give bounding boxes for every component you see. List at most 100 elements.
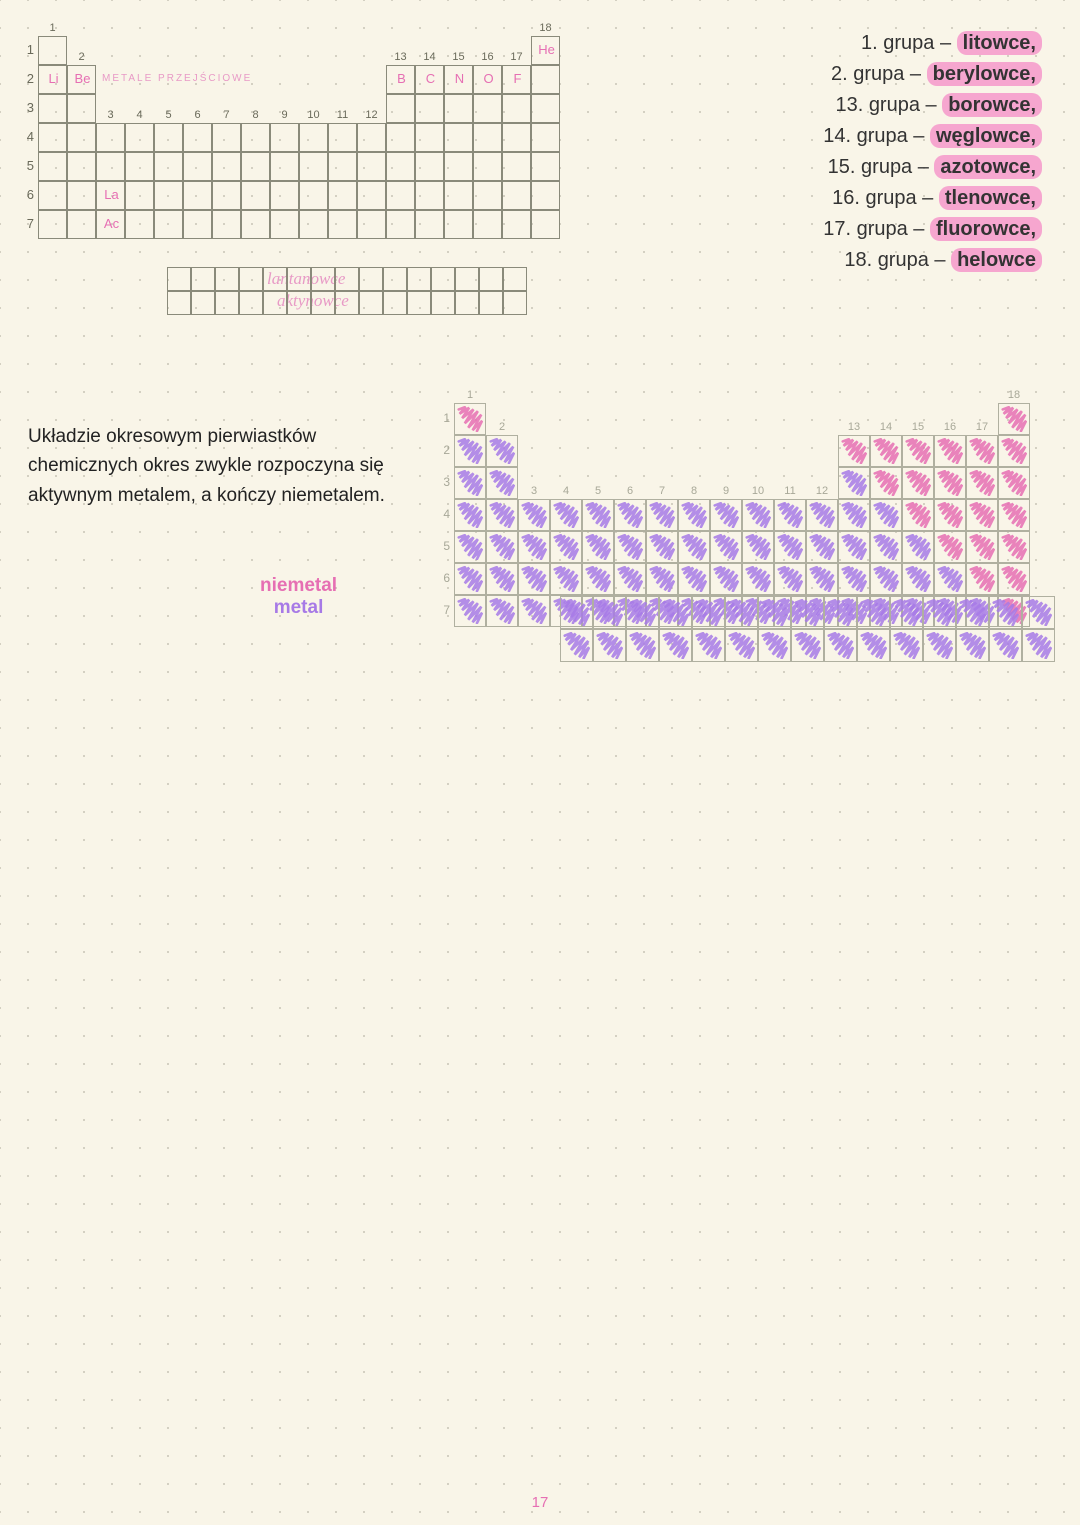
nonmetal-scribble — [841, 438, 867, 464]
metal-scribble — [521, 566, 547, 592]
periodic-cell — [183, 152, 212, 181]
metal-scribble — [596, 632, 623, 659]
periodic-cell — [473, 210, 502, 239]
metal-scribble — [553, 566, 579, 592]
metal-scribble — [728, 599, 755, 626]
f-block-cell — [479, 291, 503, 315]
periodic-cell — [386, 123, 415, 152]
metal-scribble — [959, 632, 986, 659]
periodic-cell — [531, 210, 560, 239]
group-number: 3 — [96, 109, 125, 121]
periodic-cell — [299, 210, 328, 239]
metal-scribble — [662, 599, 689, 626]
metal-scribble — [777, 502, 803, 528]
nonmetal-scribble — [1001, 470, 1027, 496]
group-list-prefix: 15. grupa – — [828, 156, 935, 178]
f-block-cell — [167, 267, 191, 291]
periodic-cell — [357, 123, 386, 152]
group-number: 12 — [806, 485, 838, 497]
metal-scribble — [728, 632, 755, 659]
group-number: 18 — [998, 389, 1030, 401]
periodic-cell — [125, 181, 154, 210]
group-list-name: litowce, — [957, 31, 1042, 55]
periodic-cell — [386, 181, 415, 210]
periodic-cell — [96, 210, 125, 239]
periodic-cell-colored — [518, 499, 550, 531]
periodic-cell — [299, 181, 328, 210]
metal-scribble — [457, 534, 483, 560]
periodic-cell — [67, 65, 96, 94]
group-number: 6 — [183, 109, 212, 121]
page-number: 17 — [0, 1494, 1080, 1511]
periodic-cell-colored — [710, 563, 742, 595]
group-list-row: 2. grupa – berylowce, — [823, 63, 1042, 86]
periodic-cell-colored — [582, 563, 614, 595]
metal-scribble — [596, 599, 623, 626]
periodic-cell — [67, 181, 96, 210]
periodic-cell — [67, 210, 96, 239]
periodic-cell-colored — [934, 435, 966, 467]
group-number: 12 — [357, 109, 386, 121]
periodic-cell-colored — [934, 563, 966, 595]
period-number: 2 — [18, 71, 34, 86]
f-block-cell-colored — [725, 629, 758, 662]
periodic-cell-colored — [550, 531, 582, 563]
f-block-cell — [191, 291, 215, 315]
group-list-row: 16. grupa – tlenowce, — [823, 187, 1042, 210]
periodic-cell — [502, 65, 531, 94]
group-number: 10 — [299, 109, 328, 121]
periodic-cell — [415, 94, 444, 123]
f-block-cell — [311, 267, 335, 291]
periodic-cell — [473, 181, 502, 210]
metal-scribble — [649, 502, 675, 528]
period-number: 7 — [18, 216, 34, 231]
group-list-row: 17. grupa – fluorowce, — [823, 218, 1042, 241]
periodic-cell-colored — [454, 467, 486, 499]
metal-scribble — [681, 502, 707, 528]
description-paragraph: Układzie okresowym pierwiastków chemiczn… — [28, 422, 398, 510]
metal-scribble — [841, 470, 867, 496]
group-names-list: 1. grupa – litowce,2. grupa – berylowce,… — [823, 32, 1042, 280]
group-number: 8 — [241, 109, 270, 121]
periodic-cell — [183, 181, 212, 210]
f-block-cell-colored — [593, 596, 626, 629]
group-list-name: berylowce, — [927, 62, 1042, 86]
nonmetal-scribble — [969, 438, 995, 464]
f-block-cell-colored — [989, 596, 1022, 629]
group-list-name: borowce, — [942, 93, 1042, 117]
periodic-cell-colored — [870, 467, 902, 499]
period-number: 6 — [436, 571, 450, 585]
periodic-cell — [473, 65, 502, 94]
metal-scribble — [937, 566, 963, 592]
periodic-cell-colored — [614, 499, 646, 531]
group-list-prefix: 18. grupa – — [844, 249, 951, 271]
periodic-cell-colored — [998, 403, 1030, 435]
metal-scribble — [873, 534, 899, 560]
periodic-cell — [270, 152, 299, 181]
group-number: 17 — [966, 421, 998, 433]
group-number: 4 — [550, 485, 582, 497]
group-number: 1 — [454, 389, 486, 401]
metal-scribble — [649, 534, 675, 560]
periodic-cell-colored — [966, 563, 998, 595]
periodic-cell — [444, 181, 473, 210]
f-block-cell-colored — [593, 629, 626, 662]
metal-scribble — [457, 438, 483, 464]
transition-metals-label: METALE PRZEJŚCIOWE — [102, 73, 252, 84]
metal-scribble — [489, 598, 515, 624]
group-number: 9 — [270, 109, 299, 121]
f-block-cell — [503, 267, 527, 291]
period-number: 3 — [436, 475, 450, 489]
periodic-cell — [357, 210, 386, 239]
periodic-cell — [154, 210, 183, 239]
periodic-cell — [154, 152, 183, 181]
group-number: 5 — [582, 485, 614, 497]
periodic-cell — [531, 123, 560, 152]
periodic-cell — [328, 123, 357, 152]
metal-scribble — [457, 566, 483, 592]
metal-scribble — [893, 599, 920, 626]
periodic-cell — [444, 65, 473, 94]
period-number: 2 — [436, 443, 450, 457]
metal-scribble — [553, 534, 579, 560]
nonmetal-scribble — [905, 502, 931, 528]
